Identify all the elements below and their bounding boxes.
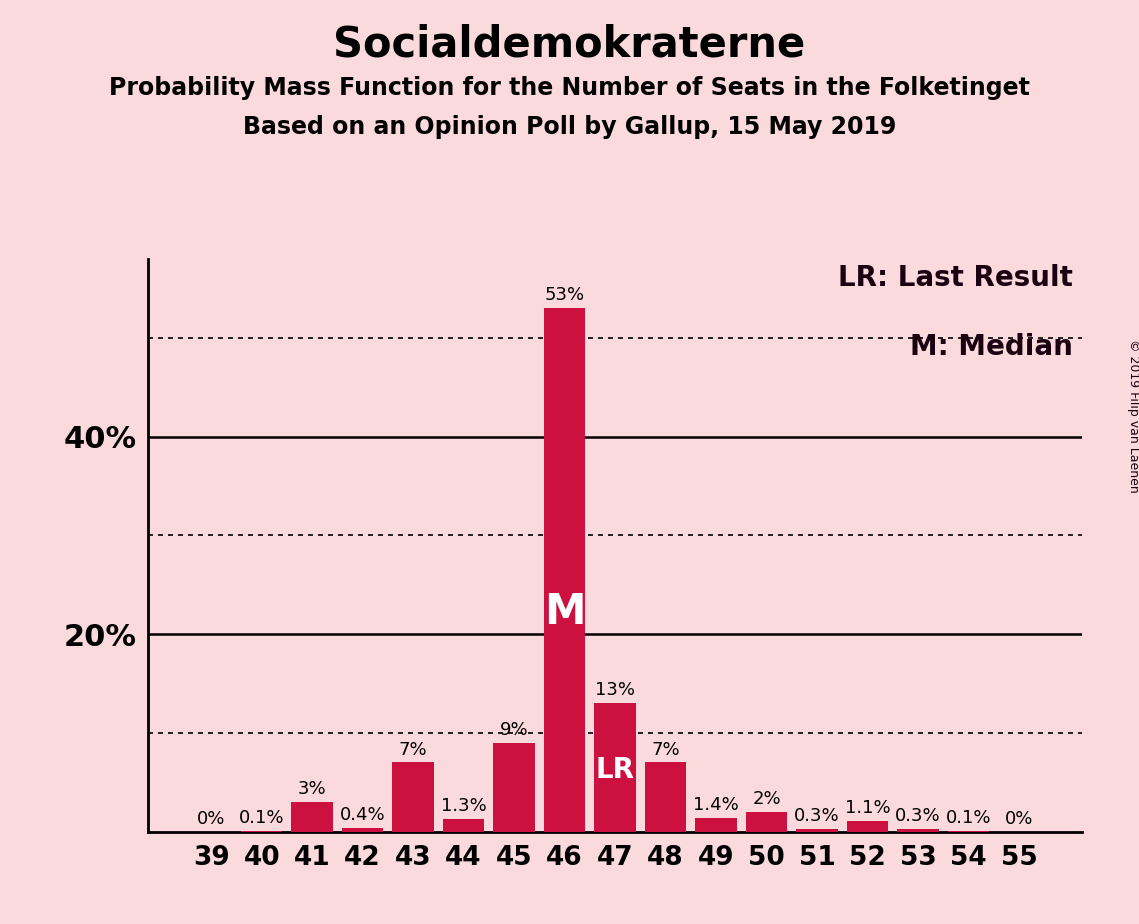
Text: 0.3%: 0.3% [895, 807, 941, 825]
Bar [898, 829, 939, 832]
Text: LR: LR [596, 756, 634, 784]
Bar [292, 802, 333, 832]
Bar [595, 703, 636, 832]
Bar [695, 818, 737, 832]
Text: 0.4%: 0.4% [339, 806, 385, 823]
Text: 3%: 3% [298, 780, 327, 798]
Text: © 2019 Filip van Laenen: © 2019 Filip van Laenen [1126, 339, 1139, 492]
Text: Probability Mass Function for the Number of Seats in the Folketinget: Probability Mass Function for the Number… [109, 76, 1030, 100]
Text: Based on an Opinion Poll by Gallup, 15 May 2019: Based on an Opinion Poll by Gallup, 15 M… [243, 115, 896, 139]
Bar [342, 828, 384, 832]
Text: 0.1%: 0.1% [239, 808, 285, 827]
Text: 9%: 9% [500, 721, 528, 739]
Text: 7%: 7% [399, 740, 427, 759]
Text: 1.4%: 1.4% [694, 796, 739, 814]
Text: 2%: 2% [752, 790, 781, 808]
Text: Socialdemokraterne: Socialdemokraterne [334, 23, 805, 65]
Bar [241, 831, 282, 832]
Bar [948, 831, 989, 832]
Bar [443, 819, 484, 832]
Text: 13%: 13% [595, 681, 636, 699]
Text: 1.1%: 1.1% [845, 798, 891, 817]
Text: M: M [543, 590, 585, 633]
Text: 53%: 53% [544, 286, 584, 304]
Bar [645, 762, 686, 832]
Bar [493, 743, 535, 832]
Text: 0.3%: 0.3% [794, 807, 839, 825]
Bar [796, 829, 837, 832]
Text: 7%: 7% [652, 740, 680, 759]
Text: LR: Last Result: LR: Last Result [838, 264, 1073, 293]
Text: 1.3%: 1.3% [441, 796, 486, 815]
Bar [746, 812, 787, 832]
Bar [393, 762, 434, 832]
Text: 0%: 0% [197, 809, 226, 828]
Text: M: Median: M: Median [910, 334, 1073, 361]
Bar [544, 308, 585, 832]
Text: 0.1%: 0.1% [945, 808, 991, 827]
Bar [846, 821, 888, 832]
Text: 0%: 0% [1005, 809, 1033, 828]
